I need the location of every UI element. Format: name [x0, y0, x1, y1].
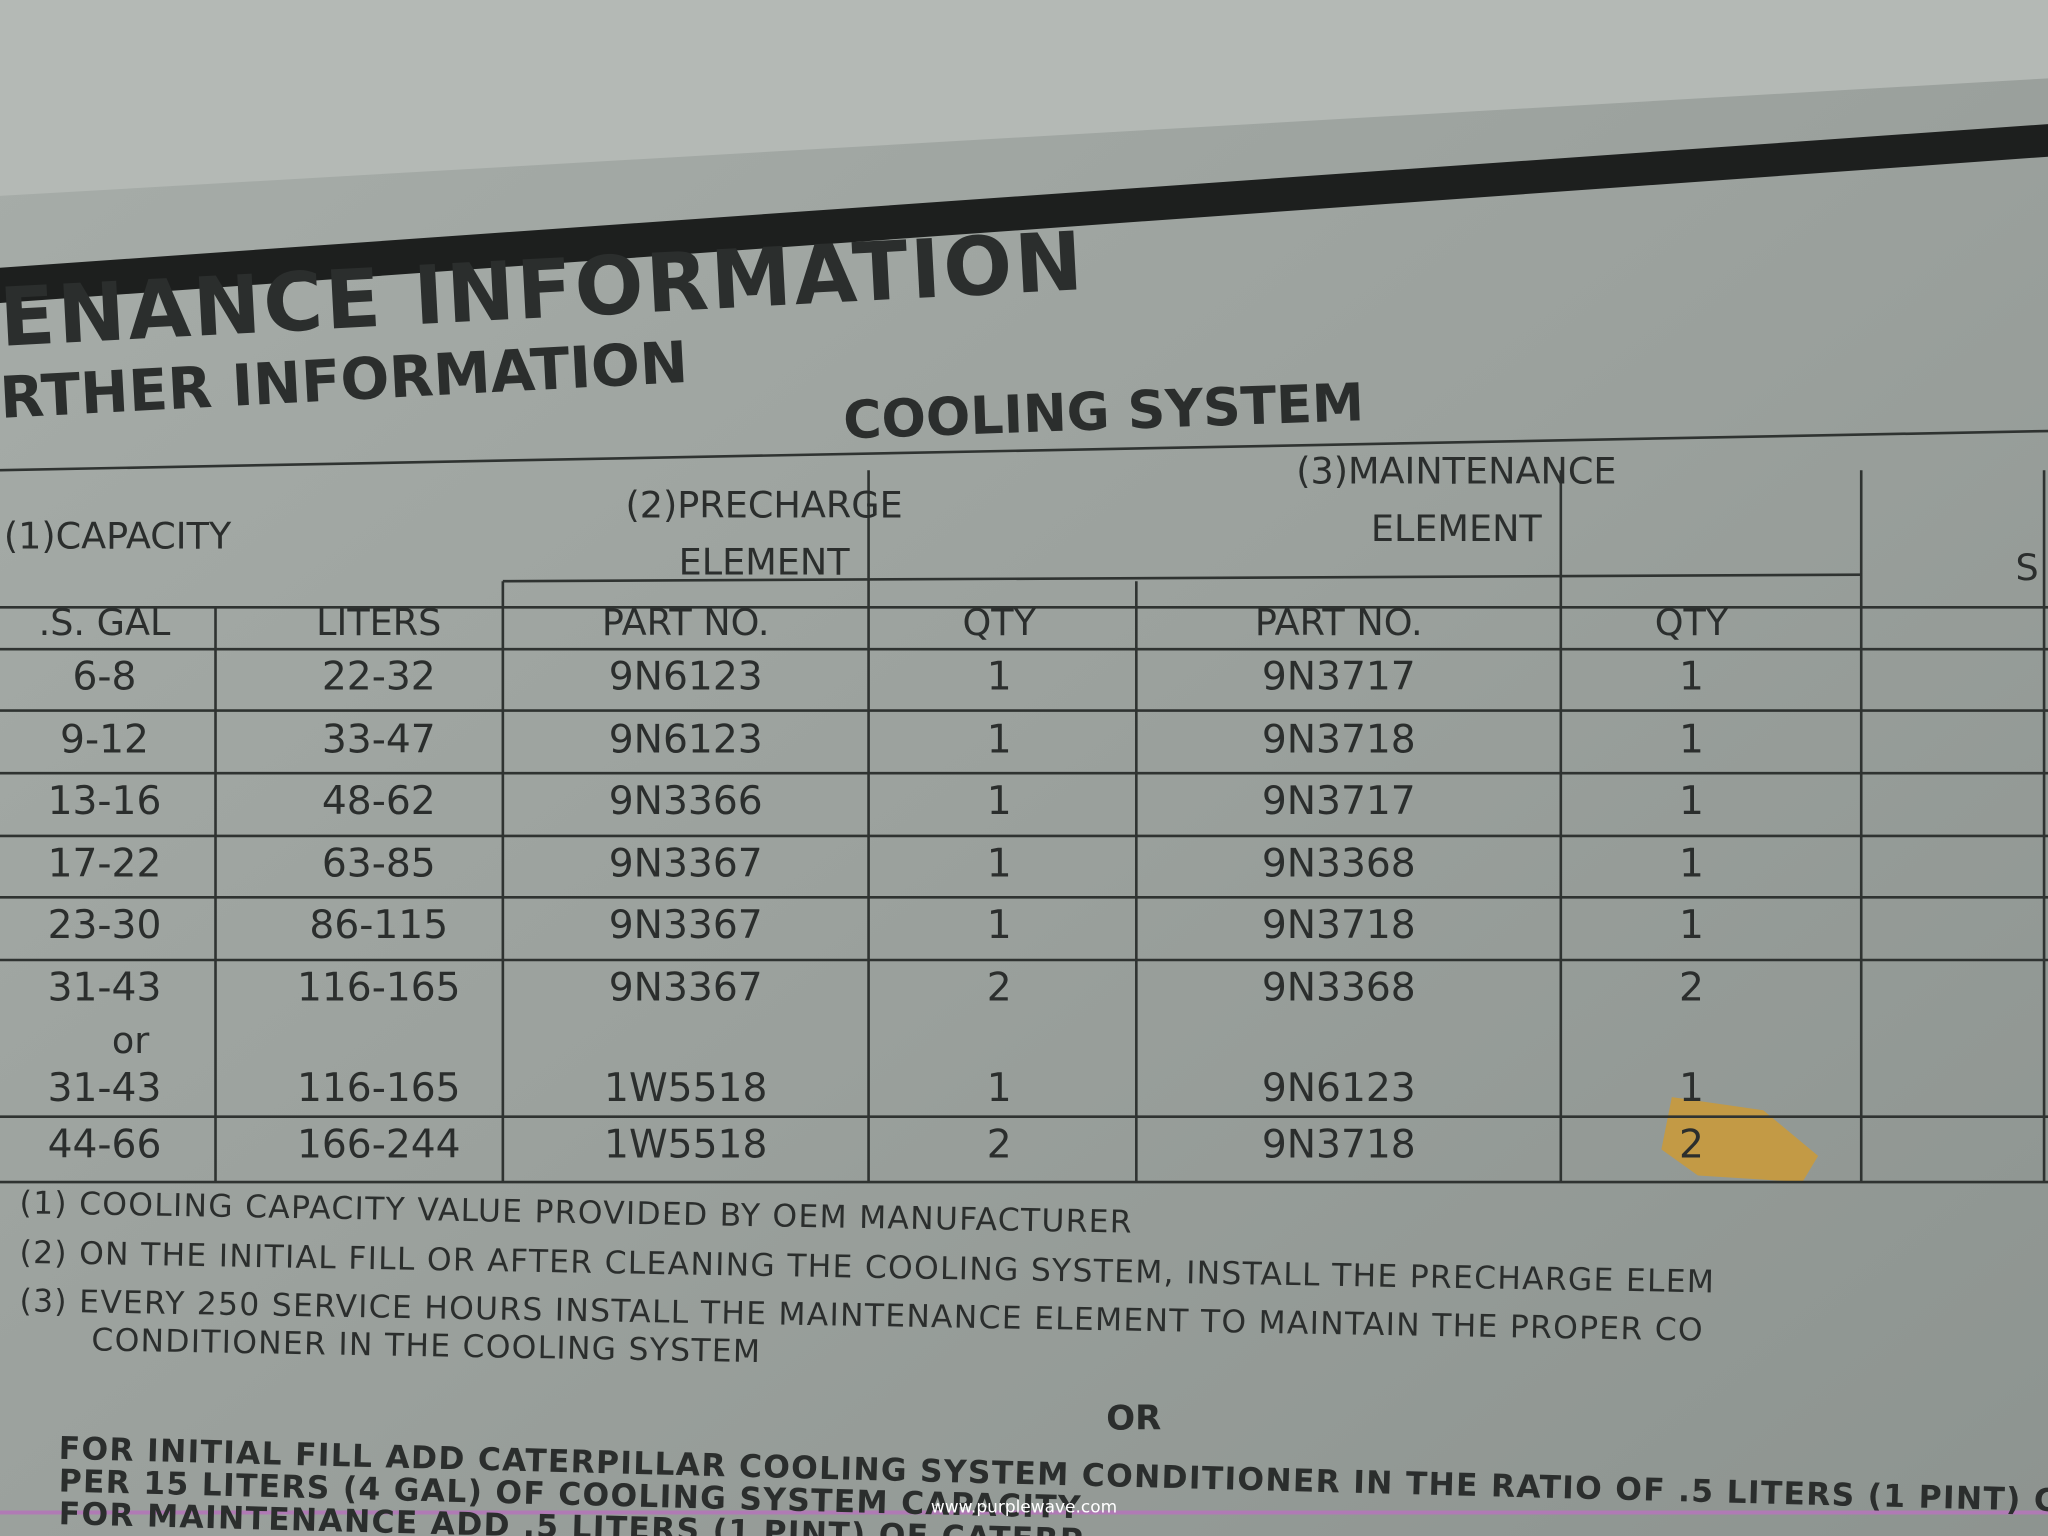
table-cell: 86-115: [309, 903, 448, 948]
table-cell: 1: [1679, 655, 1704, 700]
group-header: ELEMENT: [679, 541, 851, 584]
group-header: (1)CAPACITY: [4, 515, 232, 558]
table-cell: 9N3367: [609, 841, 763, 886]
table-cell: 1W5518: [604, 1122, 767, 1167]
table-cell: 2: [1679, 1122, 1704, 1167]
table-cell: 2: [987, 1122, 1012, 1167]
black-stripe: [0, 124, 2048, 304]
table-cell: 116-165: [297, 966, 461, 1011]
column-header: PART NO.: [1255, 601, 1423, 644]
table-cell: 1: [987, 841, 1012, 886]
table-cell: 22-32: [322, 655, 436, 700]
table-cell: 9N3366: [609, 779, 763, 824]
table-cell: 9N3368: [1262, 966, 1416, 1011]
table-rule: [502, 573, 1862, 583]
group-header: ELEMENT: [1371, 507, 1543, 550]
table-cell: 1: [1679, 1066, 1704, 1111]
table-cell: 17-22: [48, 841, 162, 886]
table-cell: 9N6123: [609, 655, 763, 700]
table-cell: 1: [1679, 717, 1704, 762]
table-cell: 44-66: [48, 1122, 162, 1167]
top-panel: [0, 0, 2048, 196]
table-cell: 31-43: [48, 966, 162, 1011]
column-header: PART NO.: [602, 601, 770, 644]
table-cell: 9N3718: [1262, 1122, 1416, 1167]
table-cell: 2: [1679, 966, 1704, 1011]
column-header: QTY: [962, 601, 1036, 644]
table-cell: 9N6123: [1262, 1066, 1416, 1111]
table-cell: 9-12: [60, 717, 149, 762]
column-header: LITERS: [316, 601, 441, 644]
table-cell: 63-85: [322, 841, 436, 886]
table-cell: 1: [987, 1066, 1012, 1111]
table-cell: 33-47: [322, 717, 436, 762]
table-cell: 1: [1679, 779, 1704, 824]
or-divider: OR: [1106, 1398, 1161, 1438]
table-cell: 9N3718: [1262, 717, 1416, 762]
table-cell: 13-16: [48, 779, 162, 824]
table-cell: 166-244: [297, 1122, 461, 1167]
paint-spot: [1661, 1097, 1819, 1183]
table-cell: 9N6123: [609, 717, 763, 762]
table-rule: [0, 429, 2048, 472]
table-cell: 1: [987, 717, 1012, 762]
table-cell: 1: [987, 779, 1012, 824]
table-cell: 6-8: [72, 655, 136, 700]
table-cell: 1W5518: [604, 1066, 767, 1111]
group-header: (3)MAINTENANCE: [1296, 449, 1616, 492]
column-header: .S. GAL: [39, 601, 171, 644]
table-cell: 9N3717: [1262, 655, 1416, 700]
group-header: (2)PRECHARGE: [625, 483, 902, 526]
table-cell: 48-62: [322, 779, 436, 824]
table-cell: 2: [987, 966, 1012, 1011]
table-cell: 9N3718: [1262, 903, 1416, 948]
table-cell: 1: [987, 655, 1012, 700]
table-cell: 9N3717: [1262, 779, 1416, 824]
table-cell: 116-165: [297, 1066, 461, 1111]
row-separator: or: [112, 1019, 150, 1062]
table-cell: 23-30: [48, 903, 162, 948]
table-cell: 31-43: [48, 1066, 162, 1111]
table-cell: 9N3367: [609, 903, 763, 948]
group-header: S: [2015, 546, 2038, 589]
table-cell: 1: [987, 903, 1012, 948]
table-cell: 9N3368: [1262, 841, 1416, 886]
table-cell: 9N3367: [609, 966, 763, 1011]
column-header: QTY: [1655, 601, 1729, 644]
watermark: www.purplewave.com: [931, 1497, 1117, 1517]
table-cell: 1: [1679, 903, 1704, 948]
table-cell: 1: [1679, 841, 1704, 886]
